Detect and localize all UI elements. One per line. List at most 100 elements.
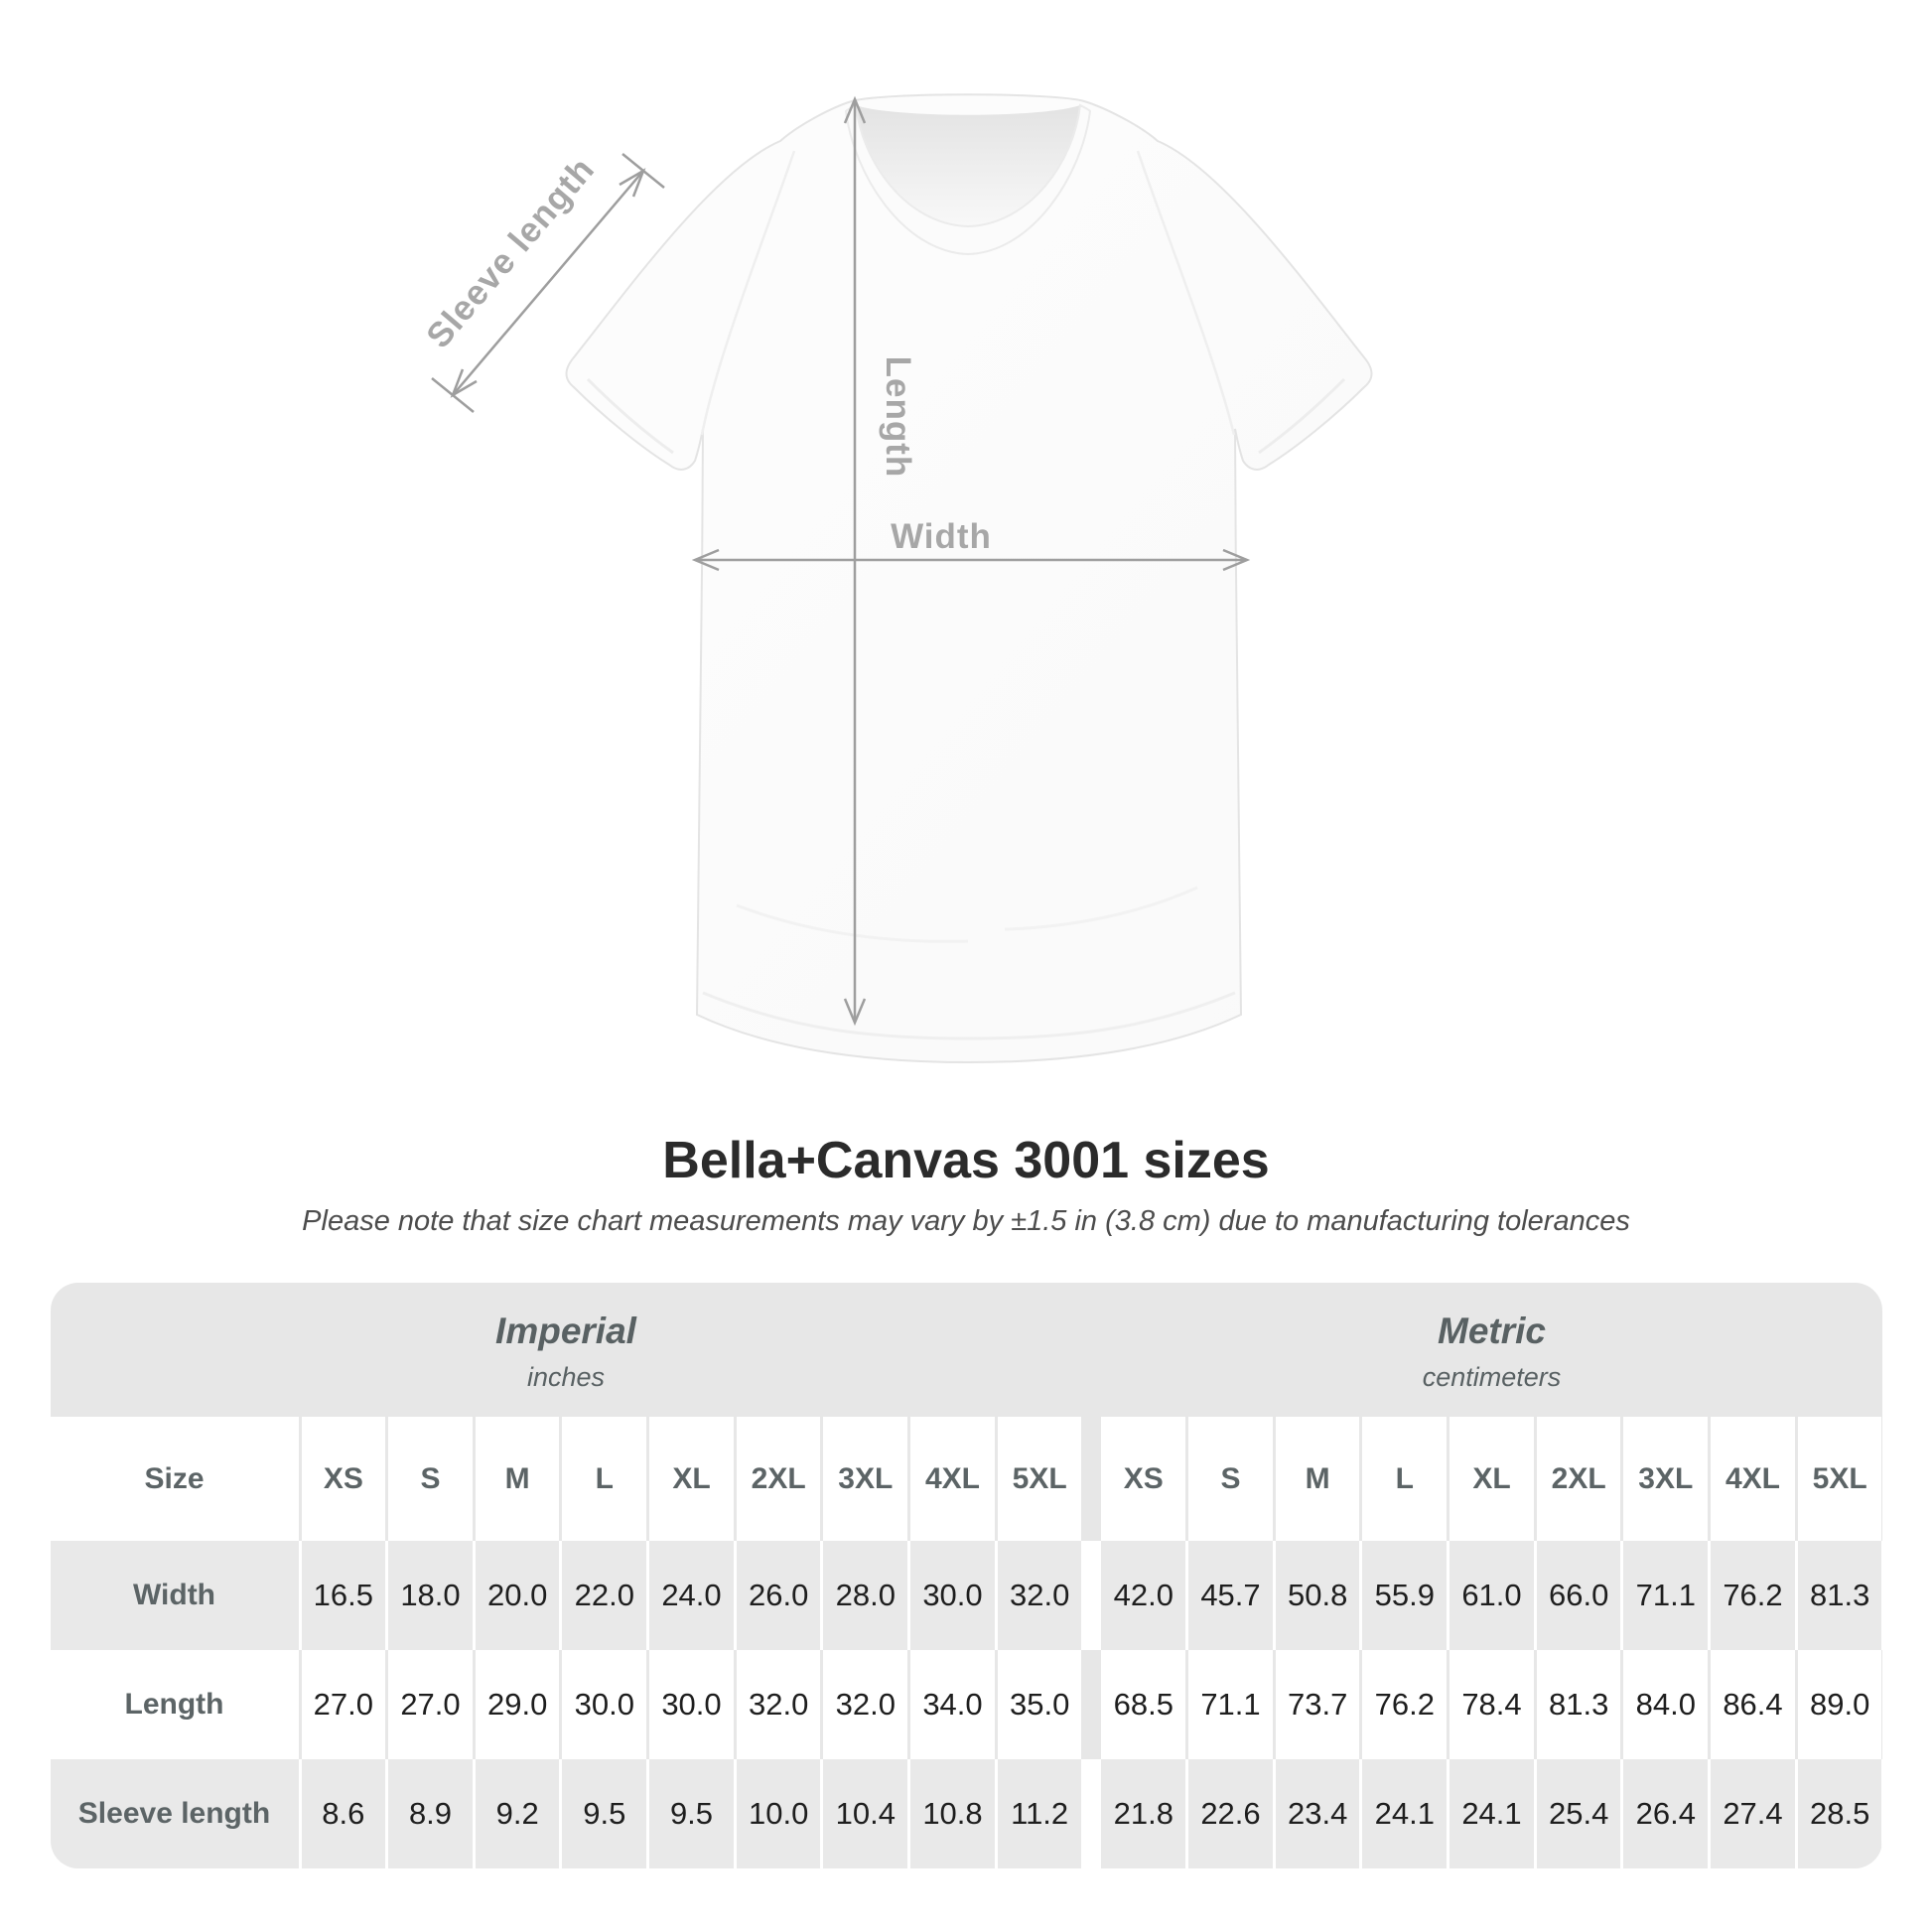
- value-cell: 9.2: [475, 1759, 560, 1868]
- cuff-seam-right: [1258, 377, 1346, 455]
- value-cell: 27.4: [1711, 1759, 1795, 1868]
- group-gap: [1084, 1759, 1098, 1868]
- size-header: XS: [301, 1417, 386, 1541]
- value-cell: 10.0: [736, 1759, 821, 1868]
- value-cell: 45.7: [1188, 1541, 1273, 1650]
- size-header: S: [388, 1417, 473, 1541]
- value-cell: 27.0: [301, 1650, 386, 1759]
- unit-group-band: Imperial inches Metric centimeters: [51, 1283, 1882, 1417]
- value-cell: 89.0: [1797, 1650, 1882, 1759]
- value-cell: 10.8: [910, 1759, 995, 1868]
- value-cell: 24.0: [649, 1541, 734, 1650]
- group-gap: [1084, 1541, 1098, 1650]
- imperial-group-unit: inches: [526, 1362, 606, 1392]
- table-row-length: Length 27.0 27.0 29.0 30.0 30.0 32.0 32.…: [50, 1650, 1882, 1759]
- value-cell: 21.8: [1101, 1759, 1186, 1868]
- tshirt-body: [565, 93, 1373, 1064]
- value-cell: 22.6: [1188, 1759, 1273, 1868]
- size-header: 3XL: [823, 1417, 908, 1541]
- value-cell: 32.0: [823, 1650, 908, 1759]
- metric-group-name: Metric: [1438, 1311, 1546, 1351]
- size-header: 3XL: [1623, 1417, 1709, 1541]
- value-cell: 29.0: [475, 1650, 560, 1759]
- value-cell: 30.0: [562, 1650, 647, 1759]
- value-cell: 28.0: [823, 1541, 908, 1650]
- value-cell: 16.5: [301, 1541, 386, 1650]
- value-cell: 76.2: [1711, 1541, 1795, 1650]
- table-row-width: Width 16.5 18.0 20.0 22.0 24.0 26.0 28.0…: [50, 1541, 1882, 1650]
- group-gap: [1084, 1417, 1098, 1541]
- size-header: S: [1188, 1417, 1273, 1541]
- value-cell: 81.3: [1536, 1650, 1621, 1759]
- metric-group-unit: centimeters: [1422, 1362, 1562, 1392]
- value-cell: 26.0: [736, 1541, 821, 1650]
- value-cell: 84.0: [1623, 1650, 1709, 1759]
- value-cell: 42.0: [1101, 1541, 1186, 1650]
- size-header: M: [1275, 1417, 1360, 1541]
- cuff-seam-left: [586, 377, 674, 455]
- length-label: Length: [879, 356, 917, 479]
- size-header: 4XL: [1711, 1417, 1795, 1541]
- size-header: XS: [1101, 1417, 1186, 1541]
- value-cell: 10.4: [823, 1759, 908, 1868]
- tshirt-illustration: [565, 93, 1373, 1064]
- armhole-seam-left: [700, 150, 796, 436]
- value-cell: 26.4: [1623, 1759, 1709, 1868]
- armhole-seam-right: [1136, 150, 1236, 436]
- value-cell: 8.6: [301, 1759, 386, 1868]
- size-header: XL: [649, 1417, 734, 1541]
- size-header: L: [1362, 1417, 1448, 1541]
- value-cell: 71.1: [1188, 1650, 1273, 1759]
- value-cell: 8.9: [388, 1759, 473, 1868]
- sleeve-length-arrow: [431, 153, 665, 413]
- collar-band: [844, 103, 1092, 256]
- value-cell: 34.0: [910, 1650, 995, 1759]
- width-label: Width: [891, 517, 992, 556]
- table-row-sleeve-length: Sleeve length 8.6 8.9 9.2 9.5 9.5 10.0 1…: [50, 1759, 1882, 1868]
- size-header: 2XL: [736, 1417, 821, 1541]
- value-cell: 86.4: [1711, 1650, 1795, 1759]
- value-cell: 30.0: [910, 1541, 995, 1650]
- value-cell: 24.1: [1449, 1759, 1534, 1868]
- size-column-header: Size: [50, 1417, 299, 1541]
- value-cell: 78.4: [1449, 1650, 1534, 1759]
- tshirt-diagram: Sleeve length Length Width: [419, 93, 1373, 1064]
- value-cell: 22.0: [562, 1541, 647, 1650]
- page-title: Bella+Canvas 3001 sizes: [662, 1132, 1270, 1189]
- value-cell: 61.0: [1449, 1541, 1534, 1650]
- tshirt-diagram-svg: Sleeve length Length Width: [419, 93, 1373, 1064]
- value-cell: 68.5: [1101, 1650, 1186, 1759]
- value-cell: 35.0: [997, 1650, 1082, 1759]
- value-cell: 71.1: [1623, 1541, 1709, 1650]
- group-gap: [1084, 1650, 1098, 1759]
- value-cell: 28.5: [1797, 1759, 1882, 1868]
- value-cell: 18.0: [388, 1541, 473, 1650]
- size-header: 5XL: [1797, 1417, 1882, 1541]
- value-cell: 27.0: [388, 1650, 473, 1759]
- tolerance-note: Please note that size chart measurements…: [302, 1205, 1630, 1237]
- metric-group-header: Metric centimeters: [1102, 1283, 1882, 1417]
- value-cell: 76.2: [1362, 1650, 1448, 1759]
- value-cell: 32.0: [997, 1541, 1082, 1650]
- size-header-row: Size XS S M L XL 2XL 3XL 4XL 5XL XS S M …: [50, 1417, 1882, 1541]
- value-cell: 30.0: [649, 1650, 734, 1759]
- group-gap: [1085, 1283, 1099, 1417]
- row-label: Sleeve length: [50, 1759, 299, 1868]
- size-header: 4XL: [910, 1417, 995, 1541]
- value-cell: 24.1: [1362, 1759, 1448, 1868]
- size-table: Imperial inches Metric centimeters Size …: [50, 1283, 1882, 1868]
- value-cell: 66.0: [1536, 1541, 1621, 1650]
- size-header: M: [475, 1417, 560, 1541]
- value-cell: 32.0: [736, 1650, 821, 1759]
- imperial-group-name: Imperial: [495, 1311, 636, 1351]
- wrinkle-line: [1004, 886, 1198, 931]
- row-label: Length: [50, 1650, 299, 1759]
- hem-seam: [702, 991, 1236, 1040]
- imperial-group-header: Imperial inches: [51, 1283, 1082, 1417]
- value-cell: 50.8: [1275, 1541, 1360, 1650]
- value-cell: 20.0: [475, 1541, 560, 1650]
- size-header: 5XL: [997, 1417, 1082, 1541]
- value-cell: 73.7: [1275, 1650, 1360, 1759]
- width-arrow: [691, 548, 1251, 572]
